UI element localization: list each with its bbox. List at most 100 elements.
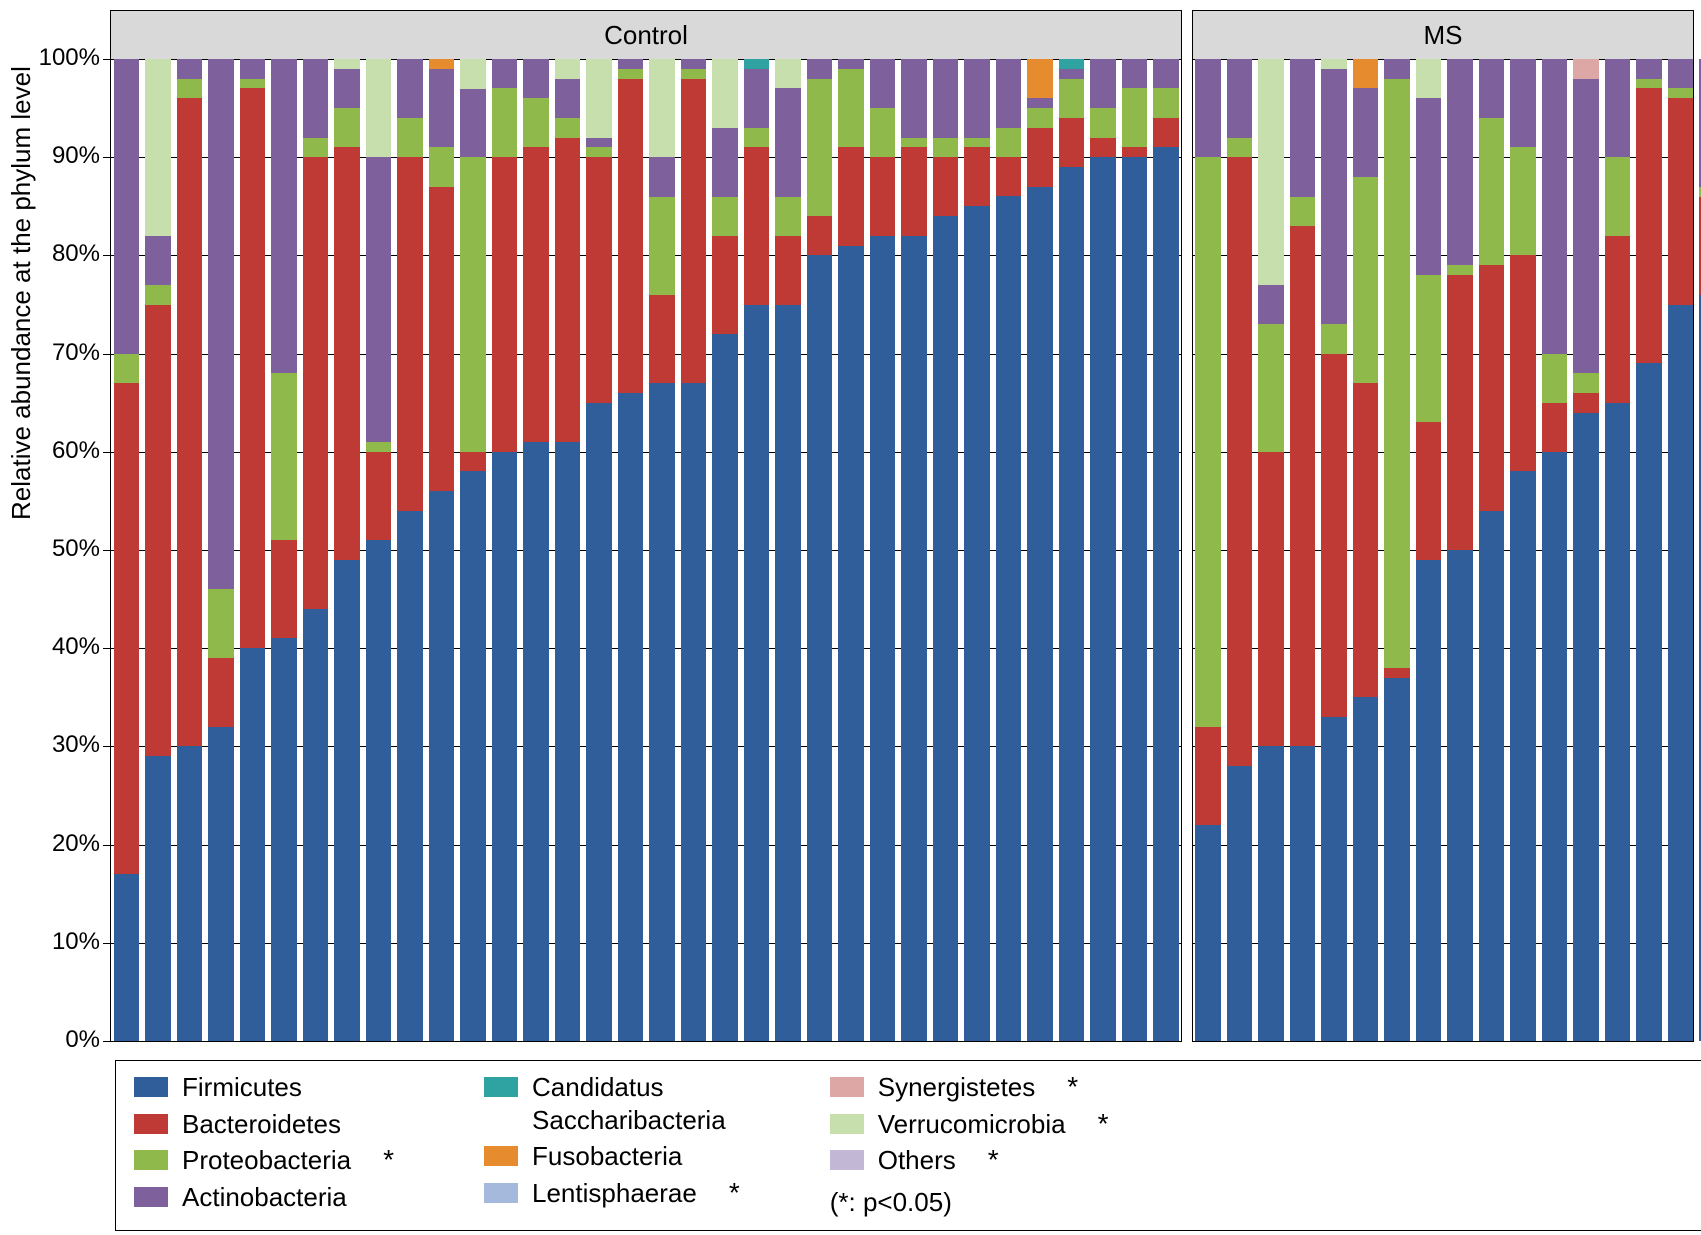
bar-segment-actinobacteria	[1542, 59, 1568, 354]
bar-segment-proteobacteria	[649, 197, 675, 295]
bar-segment-actinobacteria	[366, 157, 392, 442]
sample-bar	[492, 59, 518, 1041]
bar-segment-bacteroidetes	[397, 157, 423, 511]
bar-segment-actinobacteria	[240, 59, 266, 79]
bar-segment-actinobacteria	[1510, 59, 1536, 147]
bar-segment-proteobacteria	[1416, 275, 1442, 422]
bar-segment-verrucomicrobia	[145, 59, 171, 236]
legend: FirmicutesBacteroidetesProteobacteria*Ac…	[115, 1060, 1701, 1231]
bar-segment-bacteroidetes	[177, 98, 203, 746]
bar-segment-bacteroidetes	[712, 236, 738, 334]
bar-segment-verrucomicrobia	[1416, 59, 1442, 98]
bar-segment-proteobacteria	[1636, 79, 1662, 89]
bar-segment-actinobacteria	[1090, 59, 1116, 108]
sample-bar	[240, 59, 266, 1041]
sample-bar	[366, 59, 392, 1041]
sample-bar	[744, 59, 770, 1041]
bar-segment-fusobacteria	[429, 59, 455, 69]
sample-bar	[1542, 59, 1568, 1041]
bar-segment-firmicutes	[523, 442, 549, 1041]
bar-segment-firmicutes	[1384, 678, 1410, 1041]
bar-segment-actinobacteria	[1416, 98, 1442, 275]
bar-segment-actinobacteria	[1384, 59, 1410, 79]
bar-segment-proteobacteria	[712, 197, 738, 236]
sample-bar	[838, 59, 864, 1041]
sample-bar	[1290, 59, 1316, 1041]
bar-segment-actinobacteria	[964, 59, 990, 138]
panel-control: Control	[110, 10, 1182, 1042]
bar-segment-bacteroidetes	[271, 540, 297, 638]
bar-segment-proteobacteria	[303, 138, 329, 158]
legend-label: Proteobacteria	[182, 1144, 351, 1177]
sample-bar	[555, 59, 581, 1041]
bar-segment-proteobacteria	[870, 108, 896, 157]
bar-segment-firmicutes	[1195, 825, 1221, 1041]
bar-segment-actinobacteria	[1447, 59, 1473, 265]
y-tick-label: 50%	[30, 535, 100, 563]
bar-segment-proteobacteria	[145, 285, 171, 305]
bars-region	[111, 59, 1181, 1041]
sample-bar	[1668, 59, 1694, 1041]
bar-segment-bacteroidetes	[1384, 668, 1410, 678]
bar-segment-proteobacteria	[1479, 118, 1505, 265]
bar-segment-verrucomicrobia	[712, 59, 738, 128]
bar-segment-firmicutes	[1573, 413, 1599, 1041]
bar-segment-proteobacteria	[1027, 108, 1053, 128]
bar-segment-actinobacteria	[523, 59, 549, 98]
bar-segment-firmicutes	[775, 305, 801, 1042]
bar-segment-actinobacteria	[1668, 59, 1694, 88]
bar-segment-verrucomicrobia	[366, 59, 392, 157]
bar-segment-actinobacteria	[492, 59, 518, 88]
bar-segment-bacteroidetes	[1605, 236, 1631, 403]
legend-item-others: Others*	[830, 1144, 1109, 1177]
y-tick-label: 20%	[30, 830, 100, 858]
sample-bar	[775, 59, 801, 1041]
bar-segment-bacteroidetes	[1258, 452, 1284, 747]
bar-segment-firmicutes	[303, 609, 329, 1041]
bar-segment-proteobacteria	[933, 138, 959, 158]
bar-segment-actinobacteria	[1636, 59, 1662, 79]
bar-segment-bacteroidetes	[807, 216, 833, 255]
bar-segment-bacteroidetes	[523, 147, 549, 442]
legend-item-synergistetes: Synergistetes*	[830, 1071, 1109, 1104]
bar-segment-verrucomicrobia	[1321, 59, 1347, 69]
bar-segment-firmicutes	[1059, 167, 1085, 1041]
bar-segment-bacteroidetes	[1090, 138, 1116, 158]
bar-segment-proteobacteria	[1510, 147, 1536, 255]
bar-segment-bacteroidetes	[145, 305, 171, 757]
bar-segment-actinobacteria	[618, 59, 644, 69]
bar-segment-firmicutes	[208, 727, 234, 1041]
legend-item-candidatus: CandidatusSaccharibacteria	[484, 1071, 740, 1136]
bar-segment-bacteroidetes	[901, 147, 927, 235]
bar-segment-firmicutes	[271, 638, 297, 1041]
sample-bar	[177, 59, 203, 1041]
sample-bar	[1479, 59, 1505, 1041]
bar-segment-actinobacteria	[775, 88, 801, 196]
significance-star-icon: *	[1098, 1108, 1109, 1140]
legend-item-proteobacteria: Proteobacteria*	[134, 1144, 394, 1177]
bar-segment-actinobacteria	[397, 59, 423, 118]
bar-segment-firmicutes	[964, 206, 990, 1041]
legend-item-firmicutes: Firmicutes	[134, 1071, 394, 1104]
bar-segment-proteobacteria	[1258, 324, 1284, 452]
sample-bar	[1573, 59, 1599, 1041]
bar-segment-firmicutes	[1027, 187, 1053, 1041]
legend-label: Verrucomicrobia	[878, 1108, 1066, 1141]
bar-segment-proteobacteria	[586, 147, 612, 157]
bar-segment-bacteroidetes	[460, 452, 486, 472]
bar-segment-candidatus	[744, 59, 770, 69]
bar-segment-actinobacteria	[1122, 59, 1148, 88]
bar-segment-proteobacteria	[366, 442, 392, 452]
bar-segment-proteobacteria	[1059, 79, 1085, 118]
bar-segment-bacteroidetes	[586, 157, 612, 403]
sample-bar	[901, 59, 927, 1041]
bar-segment-firmicutes	[492, 452, 518, 1041]
bar-segment-actinobacteria	[1059, 69, 1085, 79]
bar-segment-firmicutes	[807, 255, 833, 1041]
bar-segment-bacteroidetes	[555, 138, 581, 442]
bar-segment-proteobacteria	[1668, 88, 1694, 98]
bar-segment-actinobacteria	[208, 59, 234, 589]
legend-item-lentisphaerae: Lentisphaerae*	[484, 1177, 740, 1210]
bar-segment-proteobacteria	[1153, 88, 1179, 117]
sample-bar	[1605, 59, 1631, 1041]
